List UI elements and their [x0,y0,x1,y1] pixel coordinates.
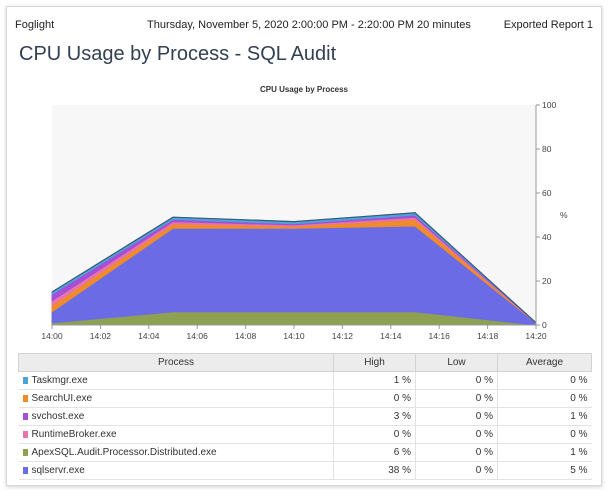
table-row: Taskmgr.exe 1 % 0 % 0 % [18,371,592,390]
y-tick-label: 80 [542,144,552,154]
table-row: RuntimeBroker.exe 0 % 0 % 0 % [18,425,592,444]
series-color-swatch [22,376,28,384]
cpu-area-chart: 14:00 14:02 14:04 14:06 14:08 14:10 14:12 14:14… [41,100,568,341]
report-page: Foglight Thursday, November 5, 2020 2:00… [6,6,602,486]
series-color-swatch [22,448,28,456]
y-tick-label: 60 [542,188,552,198]
series-color-swatch [22,430,28,438]
process-name: RuntimeBroker.exe [31,428,117,440]
process-name: sqlservr.exe [31,464,85,476]
y-tick-label: 20 [542,276,552,286]
process-name: svchost.exe [31,410,85,422]
process-cell: ApexSQL.Audit.Processor.Distributed.exe [18,443,334,462]
x-tick-label: 14:06 [187,331,209,341]
average-value: 1 % [497,407,592,426]
table-row: sqlservr.exe 38 % 0 % 5 % [18,461,592,480]
y-tick-label: 40 [542,232,552,242]
average-value: 5 % [497,461,592,480]
x-tick-label: 14:12 [332,331,354,341]
column-header-low[interactable]: Low [415,353,498,372]
high-value: 38 % [333,461,416,480]
y-tick-label: 0 [542,320,547,330]
x-tick-label: 14:04 [138,331,160,341]
process-cell: sqlservr.exe [18,461,334,480]
low-value: 0 % [415,443,498,462]
table-row: ApexSQL.Audit.Processor.Distributed.exe … [18,443,592,462]
process-cell: Taskmgr.exe [18,371,334,390]
average-value: 0 % [497,425,592,444]
process-name: Taskmgr.exe [31,374,88,386]
column-header-average[interactable]: Average [497,353,592,372]
x-tick-label: 14:08 [235,331,257,341]
series-color-swatch [22,412,28,420]
x-tick-label: 14:20 [525,331,547,341]
low-value: 0 % [415,425,498,444]
column-header-high[interactable]: High [333,353,416,372]
x-tick-label: 14:14 [380,331,402,341]
table-row: SearchUI.exe 0 % 0 % 0 % [18,389,592,408]
process-cell: RuntimeBroker.exe [18,425,334,444]
report-title: CPU Usage by Process - SQL Audit [19,43,337,65]
low-value: 0 % [415,461,498,480]
x-tick-label: 14:18 [477,331,499,341]
process-cell: svchost.exe [18,407,334,426]
low-value: 0 % [415,407,498,426]
high-value: 0 % [333,389,416,408]
low-value: 0 % [415,389,498,408]
export-label: Exported Report 1 [503,19,593,31]
column-header-process[interactable]: Process [18,353,334,372]
y-tick-label: 100 [542,100,556,110]
high-value: 0 % [333,425,416,444]
y-axis-label: % [560,210,568,220]
high-value: 1 % [333,371,416,390]
process-table: Process High Low Average Taskmgr.exe 1 %… [18,353,592,480]
app-name: Foglight [15,19,55,31]
process-cell: SearchUI.exe [18,389,334,408]
x-tick-label: 14:00 [41,331,63,341]
series-color-swatch [22,394,28,402]
low-value: 0 % [415,371,498,390]
table-header-row: Process High Low Average [18,353,592,372]
process-name: SearchUI.exe [31,392,93,404]
high-value: 3 % [333,407,416,426]
table-row: svchost.exe 3 % 0 % 1 % [18,407,592,426]
x-tick-label: 14:10 [283,331,305,341]
total-outline [51,212,537,324]
average-value: 1 % [497,443,592,462]
average-value: 0 % [497,389,592,408]
high-value: 6 % [333,443,416,462]
process-name: ApexSQL.Audit.Processor.Distributed.exe [31,446,217,458]
chart-title: CPU Usage by Process [259,85,349,94]
date-range: Thursday, November 5, 2020 2:00:00 PM - … [147,19,471,31]
average-value: 0 % [497,371,592,390]
x-tick-label: 14:16 [429,331,451,341]
x-tick-label: 14:02 [90,331,112,341]
series-color-swatch [22,466,28,474]
